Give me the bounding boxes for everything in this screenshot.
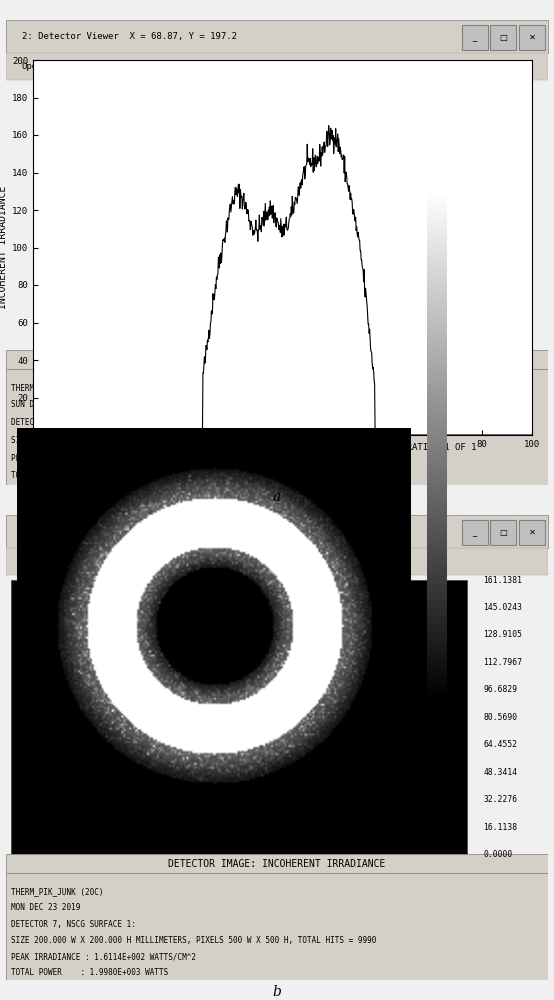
FancyBboxPatch shape [519,25,545,50]
FancyBboxPatch shape [6,20,548,53]
Text: □: □ [500,528,507,537]
Text: a: a [273,490,281,504]
FancyBboxPatch shape [11,580,467,854]
Text: PEAK IRRADIANCE : 1.6114E+002 WATTS/CM^2: PEAK IRRADIANCE : 1.6114E+002 WATTS/CM^2 [11,453,196,462]
Text: b: b [273,985,281,999]
Text: 96.6829: 96.6829 [483,685,517,694]
Text: Update: Update [22,62,54,71]
FancyBboxPatch shape [490,520,516,545]
Text: 128.9105: 128.9105 [483,630,522,639]
Text: SUN DEC 22 2019: SUN DEC 22 2019 [11,400,80,409]
Text: MON DEC 23 2019: MON DEC 23 2019 [11,903,80,912]
Text: INCOHERENT IRRADIANCE: INCOHERENT IRRADIANCE [216,354,338,364]
Text: SIZE 200.000 W X 200.000 H MILLIMETERS, PIXELS 500 W X 500 H, TOTAL HITS = 9990: SIZE 200.000 W X 200.000 H MILLIMETERS, … [11,436,376,445]
Text: 112.7967: 112.7967 [483,658,522,667]
FancyBboxPatch shape [6,53,548,80]
FancyBboxPatch shape [6,515,548,548]
Text: ✕: ✕ [529,528,536,537]
Text: Window: Window [190,62,222,71]
Text: PEAK IRRADIANCE : 1.6114E+002 WATTS/CM^2: PEAK IRRADIANCE : 1.6114E+002 WATTS/CM^2 [11,952,196,961]
FancyBboxPatch shape [6,548,548,575]
Text: ✕: ✕ [529,33,536,42]
Text: THERM_PIK_JUNK (20C): THERM_PIK_JUNK (20C) [11,383,104,392]
Text: Update: Update [22,557,54,566]
Text: 80.5690: 80.5690 [483,713,517,722]
Text: Print: Print [130,62,157,71]
Text: 2: Detector Viewer  X = 68.87, Y = 197.2: 2: Detector Viewer X = 68.87, Y = 197.2 [22,32,237,41]
Text: DETECTOR 7, NSCG SURFACE 1:: DETECTOR 7, NSCG SURFACE 1: [11,920,136,929]
Text: THERM_PIK_JUNK (20C): THERM_PIK_JUNK (20C) [11,887,104,896]
Text: Text: Text [261,62,282,71]
Text: DETECTOR IMAGE: INCOHERENT IRRADIANCE: DETECTOR IMAGE: INCOHERENT IRRADIANCE [168,859,386,869]
FancyBboxPatch shape [490,25,516,50]
FancyBboxPatch shape [519,520,545,545]
X-axis label: X COORDINATE VALUE: X COORDINATE VALUE [230,453,335,463]
Text: 48.3414: 48.3414 [483,768,517,777]
Text: Window: Window [190,557,222,566]
Text: Print: Print [130,557,157,566]
Text: TOTAL POWER    : 1.9980E+003 WATTS: TOTAL POWER : 1.9980E+003 WATTS [11,968,168,977]
Text: Zoom: Zoom [310,62,331,71]
Text: _: _ [473,33,477,42]
Text: _: _ [473,528,477,537]
FancyBboxPatch shape [6,369,548,485]
Text: □: □ [500,33,507,42]
FancyBboxPatch shape [6,854,548,873]
Text: 2: Detector Viewer: 2: Detector Viewer [22,527,119,536]
Text: 16.1138: 16.1138 [483,823,517,832]
FancyBboxPatch shape [461,25,488,50]
FancyBboxPatch shape [6,350,548,369]
Text: F8000.ZMX: F8000.ZMX [370,411,418,420]
Text: SIZE 200.000 W X 200.000 H MILLIMETERS, PIXELS 500 W X 500 H, TOTAL HITS = 9990: SIZE 200.000 W X 200.000 H MILLIMETERS, … [11,936,376,945]
Text: CONFIGURATION 1 OF 1: CONFIGURATION 1 OF 1 [370,443,477,452]
Text: DETECTOR 7, NSCG SURFACE 1: ROW CENTER, Y = 0.0000E+000: DETECTOR 7, NSCG SURFACE 1: ROW CENTER, … [11,418,265,427]
Text: 64.4552: 64.4552 [483,740,517,749]
FancyBboxPatch shape [6,873,548,980]
Text: 145.0243: 145.0243 [483,603,522,612]
Text: 0.0000: 0.0000 [483,850,512,859]
Text: 32.2276: 32.2276 [483,795,517,804]
Text: TOTAL POWER    : 1.9980E+003 WATTS: TOTAL POWER : 1.9980E+003 WATTS [11,471,168,480]
Text: Settings: Settings [76,62,119,71]
Text: 161.1381: 161.1381 [483,576,522,585]
Y-axis label: INCOHERENT IRRADIANCE: INCOHERENT IRRADIANCE [0,186,8,309]
Text: Zoom: Zoom [310,557,331,566]
Text: Text: Text [261,557,282,566]
FancyBboxPatch shape [461,520,488,545]
Text: Settings: Settings [76,557,119,566]
